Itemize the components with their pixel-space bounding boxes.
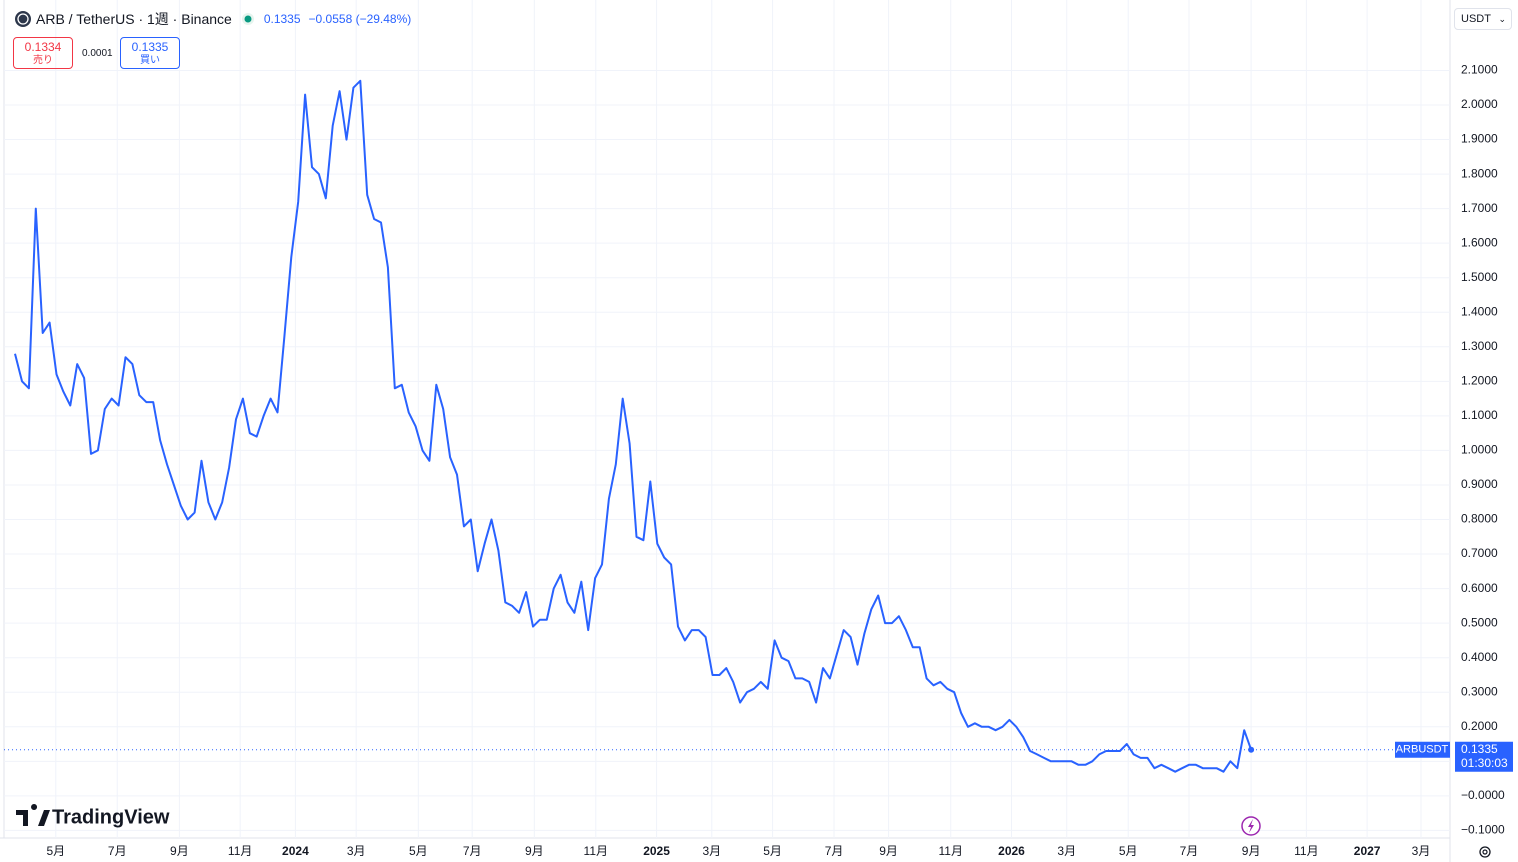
price-line [14, 79, 1253, 773]
x-tick-label: 5月 [409, 844, 428, 858]
x-tick-label: 11月 [939, 844, 963, 858]
x-tick-label: 3月 [1412, 844, 1431, 858]
sell-label: 売り [33, 55, 53, 66]
y-tick-label: 1.4000 [1461, 304, 1498, 318]
y-tick-label: 0.4000 [1461, 650, 1498, 664]
x-tick-label: 2024 [282, 844, 309, 858]
y-tick-label: 1.3000 [1461, 339, 1498, 353]
symbol-logo [15, 11, 31, 27]
y-tick-label: 0.5000 [1461, 615, 1498, 629]
currency-select[interactable]: USDT ⌄ [1454, 8, 1512, 30]
y-tick-label: 1.7000 [1461, 201, 1498, 215]
buy-button[interactable]: 0.1335 買い [120, 37, 180, 69]
y-tick-label: 0.2000 [1461, 719, 1498, 733]
spread: 0.0001 [82, 48, 113, 59]
x-tick-label: 3月 [347, 844, 366, 858]
y-tick-label: 1.1000 [1461, 408, 1498, 422]
x-tick-label: 5月 [763, 844, 782, 858]
y-tick-label: −0.0000 [1461, 788, 1505, 802]
y-tick-label: 1.0000 [1461, 443, 1498, 457]
x-tick-label: 3月 [702, 844, 721, 858]
sell-button[interactable]: 0.1334 売り [13, 37, 73, 69]
price-change: −0.0558 (−29.48%) [308, 12, 412, 26]
x-tick-label: 11月 [228, 844, 252, 858]
symbol-tag-label: ARBUSDT [1396, 744, 1449, 756]
x-tick-label: 9月 [170, 844, 189, 858]
x-tick-label: 5月 [1119, 844, 1138, 858]
y-tick-label: 1.8000 [1461, 166, 1498, 180]
x-tick-label: 2027 [1354, 844, 1381, 858]
x-tick-label: 7月 [825, 844, 844, 858]
x-tick-label: 3月 [1057, 844, 1076, 858]
y-tick-label: 0.3000 [1461, 684, 1498, 698]
symbol-header: ARB / TetherUS · 1週 · Binance 0.1335 −0.… [14, 9, 411, 29]
y-tick-label: 1.2000 [1461, 374, 1498, 388]
y-tick-label: 1.6000 [1461, 235, 1498, 249]
y-tick-label: 1.9000 [1461, 132, 1498, 146]
y-tick-label: 1.5000 [1461, 270, 1498, 284]
events-icon[interactable] [1241, 816, 1261, 836]
x-tick-label: 9月 [879, 844, 898, 858]
x-tick-label: 2025 [643, 844, 670, 858]
buy-price: 0.1335 [131, 40, 169, 54]
brand-logo: TradingView [16, 804, 170, 828]
x-tick-label: 5月 [46, 844, 65, 858]
y-tick-label: 0.6000 [1461, 581, 1498, 595]
x-tick-label: 11月 [1294, 844, 1318, 858]
symbol-title[interactable]: ARB / TetherUS · 1週 · Binance [36, 11, 232, 27]
x-tick-label: 9月 [525, 844, 544, 858]
last-price: 0.1335 [263, 12, 301, 26]
y-tick-label: 0.7000 [1461, 546, 1498, 560]
y-tick-label: 2.1000 [1461, 63, 1498, 77]
price-tag [1455, 741, 1513, 772]
buy-label: 買い [140, 55, 160, 66]
x-tick-label: 11月 [584, 844, 608, 858]
settings-icon[interactable] [1479, 846, 1491, 858]
y-tick-label: 2.0000 [1461, 97, 1498, 111]
market-status[interactable] [240, 13, 256, 25]
y-tick-label: 0.9000 [1461, 477, 1498, 491]
countdown: 01:30:03 [1461, 756, 1508, 770]
last-point [1248, 746, 1255, 753]
price-tag-label: 0.1335 [1461, 742, 1498, 756]
x-tick-label: 9月 [1242, 844, 1261, 858]
currency: USDT [1461, 13, 1491, 25]
y-tick-label: −0.1000 [1461, 823, 1505, 837]
y-tick-label: 0.8000 [1461, 512, 1498, 526]
x-tick-label: 2026 [998, 844, 1025, 858]
symbol-tag [1395, 741, 1450, 758]
x-tick-label: 7月 [108, 844, 127, 858]
brand: TradingView [52, 806, 170, 828]
x-tick-label: 7月 [463, 844, 482, 858]
x-tick-label: 7月 [1180, 844, 1199, 858]
sell-price: 0.1334 [24, 40, 62, 54]
